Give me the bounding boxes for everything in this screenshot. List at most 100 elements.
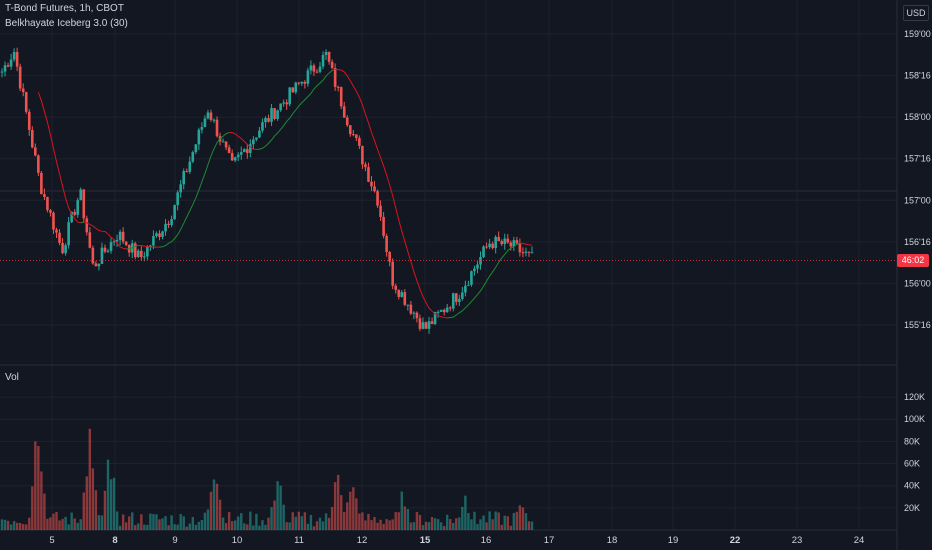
candle-body [185, 171, 189, 173]
volume-bar [449, 519, 452, 530]
volume-bar [143, 524, 146, 530]
volume-bar [18, 522, 22, 530]
candle-body [524, 251, 528, 253]
candle-body [12, 52, 16, 60]
volume-bar [382, 524, 385, 530]
indicator-legend[interactable]: Belkhayate Iceberg 3.0 (30) [5, 18, 128, 29]
moving-average-segment [83, 221, 127, 250]
volume-bar [309, 514, 313, 530]
volume-bar [421, 525, 425, 530]
volume-bar [188, 523, 191, 530]
candle-body [267, 118, 270, 122]
volume-bar [343, 512, 346, 530]
volume-legend[interactable]: Vol [5, 372, 19, 383]
candle-body [97, 263, 101, 267]
volume-bar [12, 521, 16, 530]
volume-bar [403, 506, 406, 530]
volume-bar [452, 522, 455, 530]
volume-bar [227, 512, 231, 530]
candle-body [303, 81, 307, 84]
candle-body [451, 293, 455, 309]
moving-average-segment [80, 221, 84, 224]
candle-body [24, 92, 28, 112]
volume-bar [61, 518, 64, 530]
volume-bar [336, 474, 340, 530]
volume-bar [300, 516, 304, 530]
volume-bar [149, 513, 152, 530]
candle-body [136, 250, 140, 258]
volume-tick-label: 100K [904, 414, 925, 424]
candle-body [494, 236, 497, 249]
volume-bar [276, 481, 279, 530]
volume-bar [442, 525, 446, 530]
volume-bar [406, 508, 410, 530]
volume-bar [318, 517, 322, 530]
volume-bar [255, 513, 258, 530]
price-axis[interactable]: 155'16 156'00 156'16 157'00 157'16 158'00 158'… [904, 29, 931, 330]
volume-bar [306, 523, 310, 530]
candle-body [255, 137, 258, 140]
candle-body [382, 216, 385, 236]
volume-bar [482, 515, 485, 530]
candle-body [436, 311, 440, 313]
grid-lines [0, 0, 897, 530]
volume-bar [346, 502, 349, 530]
candle-body [182, 171, 186, 185]
candle-body [258, 130, 261, 138]
volume-bar [194, 524, 198, 530]
volume-bar [91, 468, 95, 530]
candle-body [106, 250, 110, 252]
candle-body [15, 52, 19, 67]
volume-bar [82, 492, 85, 530]
candle-body [324, 52, 328, 55]
price-tick-label: 157'16 [904, 154, 931, 164]
candle-body [424, 322, 428, 329]
symbol-legend[interactable]: T-Bond Futures, 1h, CBOT [5, 3, 124, 14]
candle-body [115, 239, 119, 242]
volume-bar [124, 522, 128, 530]
candle-body [155, 233, 158, 237]
volume-bar [112, 477, 116, 530]
volume-bar [400, 491, 403, 530]
volume-bar [364, 520, 367, 530]
candle-body [288, 87, 292, 105]
volume-bar [455, 518, 458, 530]
volume-bar [494, 511, 497, 530]
currency-button[interactable]: USD [903, 5, 929, 21]
candle-body [358, 138, 361, 146]
candle-body [279, 103, 282, 111]
volume-bar [355, 498, 358, 530]
volume-bar [167, 525, 170, 530]
volume-bar [288, 522, 291, 530]
candle-body [194, 144, 198, 153]
candle-body [215, 119, 219, 137]
candle-body [352, 134, 355, 136]
volume-bar [43, 493, 46, 530]
volume-bar [303, 512, 307, 530]
volume-bar [40, 471, 43, 530]
volume-tick-label: 40K [904, 481, 920, 491]
time-tick-label: 22 [730, 535, 741, 546]
candle-body [261, 122, 264, 131]
volume-bar [261, 520, 264, 530]
volume-bar [415, 511, 419, 530]
candle-body [370, 181, 373, 187]
volume-bar [200, 520, 204, 530]
volume-bar [100, 515, 104, 530]
volume-bar [46, 518, 49, 530]
candle-body [158, 233, 161, 237]
volume-bar [252, 525, 255, 530]
volume-bar [330, 506, 334, 530]
candle-body [318, 66, 322, 72]
volume-bar [291, 512, 294, 530]
time-axis[interactable]: 5 8 9 10 11 12 15 16 17 18 19 22 23 24 [49, 535, 864, 546]
candle-body [355, 134, 358, 139]
candle-body [212, 119, 216, 121]
moving-average-segment [126, 244, 139, 250]
time-tick-label: 16 [481, 535, 492, 546]
volume-bar [58, 520, 61, 530]
candle-body [364, 164, 367, 168]
volume-bar [279, 485, 282, 530]
candle-body [497, 236, 500, 242]
